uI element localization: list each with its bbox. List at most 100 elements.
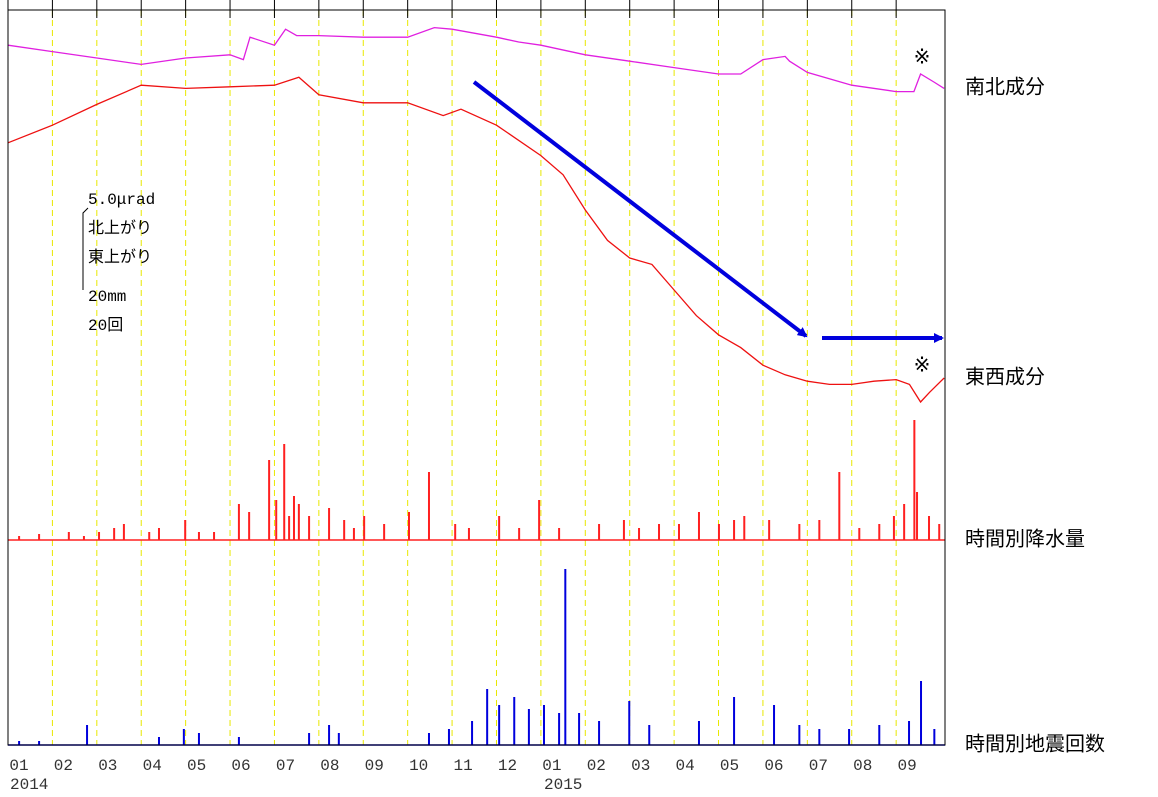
scale-label: 20mm xyxy=(88,288,126,306)
bar xyxy=(427,733,430,745)
bar xyxy=(908,721,911,745)
bar xyxy=(328,725,331,745)
bar xyxy=(717,524,720,540)
x-tick-label: 12 xyxy=(498,757,517,775)
bar xyxy=(913,420,916,540)
series-label: 時間別降水量 xyxy=(965,527,1085,551)
x-tick-label: 09 xyxy=(365,757,384,775)
bar xyxy=(82,536,85,540)
x-tick-label: 04 xyxy=(143,757,162,775)
bar xyxy=(498,705,501,745)
bar xyxy=(916,492,919,540)
trend-arrow xyxy=(472,80,808,338)
bar xyxy=(542,705,545,745)
x-tick-label: 02 xyxy=(54,757,73,775)
bar xyxy=(288,516,291,540)
bar xyxy=(182,729,185,745)
grid xyxy=(7,0,897,745)
bar xyxy=(337,733,340,745)
bar xyxy=(184,520,187,540)
bar xyxy=(920,681,923,745)
x-tick-label: 08 xyxy=(320,757,339,775)
year-label: 2015 xyxy=(544,776,582,794)
x-tick-label: 03 xyxy=(631,757,650,775)
bar xyxy=(18,536,21,540)
series-label: 東西成分 xyxy=(965,365,1045,389)
plot-frame xyxy=(7,9,946,746)
bar xyxy=(408,512,411,540)
bar xyxy=(513,697,516,745)
bar xyxy=(86,725,89,745)
bar xyxy=(18,741,21,745)
bar xyxy=(598,524,601,540)
bar xyxy=(697,512,700,540)
bar xyxy=(467,528,470,540)
bar xyxy=(308,516,311,540)
bar xyxy=(938,524,941,540)
series-label: 南北成分 xyxy=(965,75,1045,99)
bar xyxy=(297,504,300,540)
bar xyxy=(878,725,881,745)
bar xyxy=(798,725,801,745)
bar xyxy=(383,524,386,540)
bar xyxy=(237,504,240,540)
x-tick-label: 08 xyxy=(853,757,872,775)
bar xyxy=(148,532,151,540)
bar xyxy=(454,524,457,540)
bar xyxy=(928,516,931,540)
bar xyxy=(237,737,240,745)
x-tick-label: 01 xyxy=(9,757,28,775)
scale-label: 20回 xyxy=(88,317,123,335)
bar xyxy=(471,721,474,745)
bar xyxy=(598,721,601,745)
series-label: 時間別地震回数 xyxy=(965,732,1105,756)
bar xyxy=(558,528,561,540)
bar xyxy=(447,729,450,745)
bar xyxy=(157,737,160,745)
bar xyxy=(878,524,881,540)
bar xyxy=(818,729,821,745)
x-tick-label: 05 xyxy=(187,757,206,775)
scale-label: 5.0μrad xyxy=(88,191,155,209)
x-tick-label: 01 xyxy=(542,757,561,775)
bar xyxy=(343,520,346,540)
x-tick-label: 07 xyxy=(809,757,828,775)
bar xyxy=(818,520,821,540)
note-mark: ※ xyxy=(914,45,931,69)
series-line xyxy=(7,26,945,93)
bar xyxy=(268,460,271,540)
bar xyxy=(427,472,430,540)
bar xyxy=(858,528,861,540)
bar xyxy=(275,500,278,540)
scale-bar xyxy=(82,207,89,290)
x-tick-label: 06 xyxy=(764,757,783,775)
bar xyxy=(38,741,41,745)
bar xyxy=(733,520,736,540)
bar xyxy=(98,532,101,540)
bar xyxy=(558,713,561,745)
bar xyxy=(363,516,366,540)
bar xyxy=(628,701,631,745)
marks xyxy=(7,26,945,746)
bar xyxy=(197,532,200,540)
x-tick-label: 09 xyxy=(898,757,917,775)
x-tick-label: 07 xyxy=(276,757,295,775)
bar xyxy=(67,532,70,540)
bar xyxy=(697,721,700,745)
x-tick-label: 11 xyxy=(453,757,472,775)
bar xyxy=(564,569,567,745)
bar xyxy=(352,528,355,540)
bar xyxy=(903,504,906,540)
bar xyxy=(486,689,489,745)
x-tick-label: 03 xyxy=(98,757,117,775)
series-line xyxy=(7,76,945,404)
x-tick-label: 04 xyxy=(676,757,695,775)
x-tick-label: 05 xyxy=(720,757,739,775)
bar xyxy=(733,697,736,745)
x-tick-label: 10 xyxy=(409,757,428,775)
bar xyxy=(248,512,251,540)
bar xyxy=(743,516,746,540)
bar xyxy=(677,524,680,540)
bar xyxy=(527,709,530,745)
bar xyxy=(113,528,116,540)
